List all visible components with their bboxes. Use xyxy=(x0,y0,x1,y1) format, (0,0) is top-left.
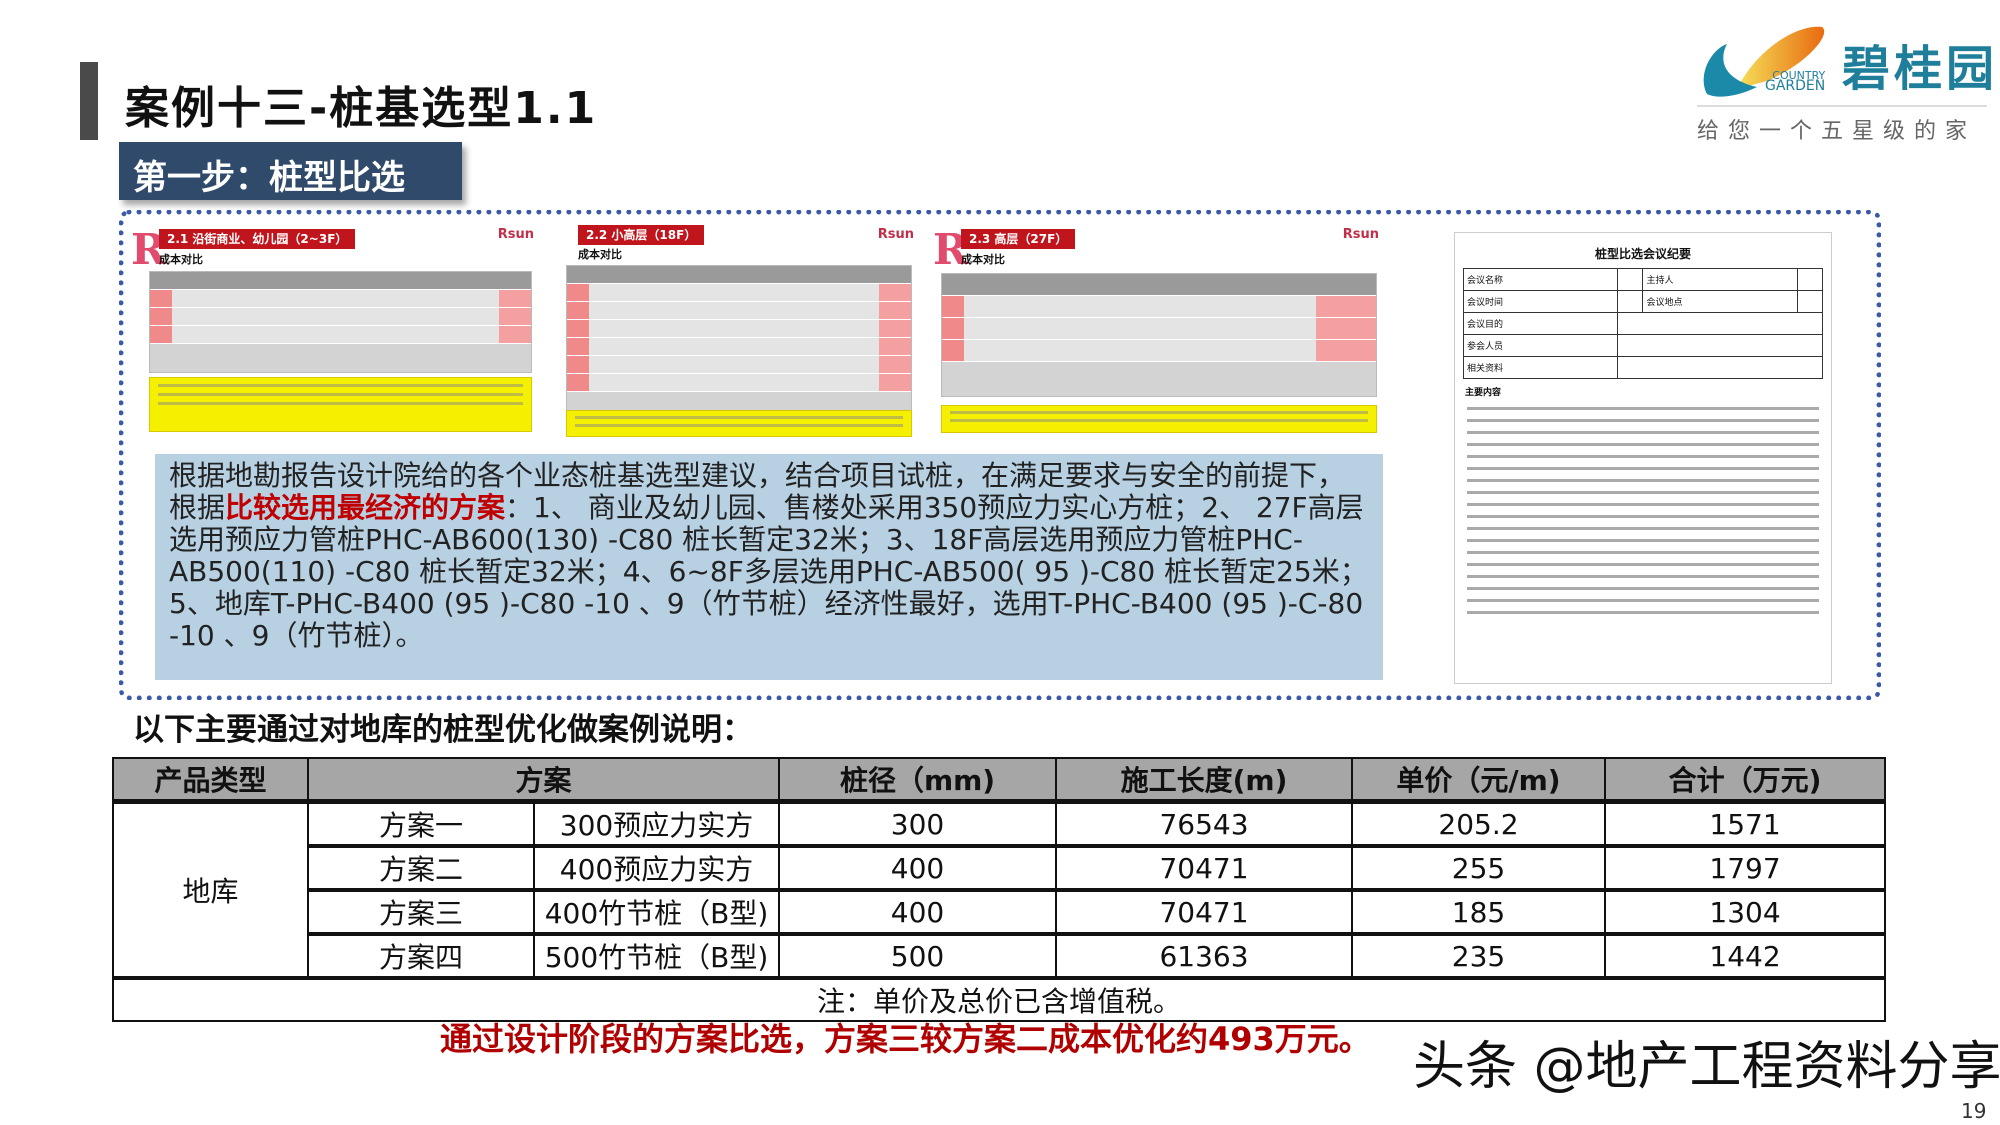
doc-field: 相关资料 xyxy=(1462,356,1619,379)
header-cell: 施工长度(m) xyxy=(1055,757,1354,804)
section-title: 以下主要通过对地库的桩型优化做案例说明： xyxy=(133,712,753,748)
length-cell: 61363 xyxy=(1055,933,1354,980)
thumb-subheading: 成本对比 xyxy=(159,253,203,266)
plan-cell: 方案二 xyxy=(307,845,535,892)
logo-en-line1: COUNTRY xyxy=(1772,69,1826,82)
dotted-frame xyxy=(119,210,1881,700)
thumb-table xyxy=(941,273,1377,397)
thumb-heading: 2.1 沿街商业、幼儿园（2~3F） xyxy=(159,229,356,249)
thumbnail-mid-rise: Rsun 2.2 小高层（18F） 成本对比 xyxy=(564,219,922,439)
header-cell: 产品类型 xyxy=(112,757,309,804)
header-cell: 方案 xyxy=(306,757,781,804)
page-number: 19 xyxy=(1961,1099,1987,1123)
doc-body-text xyxy=(1463,407,1823,614)
diameter-cell: 300 xyxy=(778,800,1058,848)
doc-field: 会议目的 xyxy=(1462,312,1619,335)
thumb-note xyxy=(566,410,912,437)
doc-field: 会议地点 xyxy=(1642,290,1798,313)
logo-chinese: 碧桂园 xyxy=(1842,41,1999,97)
total-cell: 1442 xyxy=(1604,933,1887,980)
table-row: 方案二 400预应力实方 400 70471 255 1797 xyxy=(113,845,1887,892)
logo-english: COUNTRY GARDEN xyxy=(1765,69,1826,94)
thumb-heading: 2.3 高层（27F） xyxy=(961,229,1076,249)
title-accent-bar xyxy=(80,62,98,140)
diameter-cell: 400 xyxy=(778,845,1058,892)
page-title: 案例十三-桩基选型1.1 xyxy=(125,83,598,134)
watermark: 头条 @地产工程资料分享 xyxy=(1413,1037,2000,1097)
step-label: 第一步：桩型比选 xyxy=(119,142,462,200)
conclusion-text: 通过设计阶段的方案比选，方案三较方案二成本优化约493万元。 xyxy=(440,1020,1371,1058)
summary-prefix: 根据地勘报告设计院给的各个业态桩基选型建议，结合项目试桩，在满足要求与安全的前提… xyxy=(169,459,1346,524)
pile-cell: 300预应力实方 xyxy=(532,800,781,848)
doc-field: 参会人员 xyxy=(1462,334,1619,357)
logo-en-line2: GARDEN xyxy=(1765,78,1826,94)
thumbnail-high-rise: R Rsun 2.3 高层（27F） 成本对比 xyxy=(931,219,1387,439)
company-logo: COUNTRY GARDEN 碧桂园 给您一个五星级的家 xyxy=(1697,19,1994,144)
thumb-heading: 2.2 小高层（18F） xyxy=(578,225,705,245)
unit-price-cell: 185 xyxy=(1351,889,1607,936)
doc-field: 主持人 xyxy=(1642,268,1798,291)
summary-text-box: 根据地勘报告设计院给的各个业态桩基选型建议，结合项目试桩，在满足要求与安全的前提… xyxy=(155,454,1383,680)
total-cell: 1304 xyxy=(1604,889,1887,936)
thumb-brand: Rsun xyxy=(497,227,534,242)
table-row: 地库 方案一 300预应力实方 300 76543 205.2 1571 xyxy=(112,800,1887,980)
doc-title: 桩型比选会议纪要 xyxy=(1594,247,1691,261)
summary-highlight: 比较选用最经济的方案 xyxy=(225,491,506,524)
length-cell: 70471 xyxy=(1055,845,1354,892)
thumb-table xyxy=(566,265,912,411)
thumb-note xyxy=(149,377,532,432)
header-cell: 桩径（mm) xyxy=(778,757,1058,804)
length-cell: 70471 xyxy=(1055,889,1354,936)
pile-cell: 400预应力实方 xyxy=(532,845,781,892)
plan-cell: 方案三 xyxy=(307,889,535,936)
doc-table: 会议名称 主持人 会议时间 会议地点 会议目的 参会人员 相关资料 xyxy=(1462,268,1824,379)
logo-slogan: 给您一个五星级的家 xyxy=(1697,119,1977,144)
table-note-row: 注：单价及总价已含增值税。 xyxy=(111,977,1887,1022)
doc-field: 会议时间 xyxy=(1462,290,1619,313)
pile-cell: 500竹节桩（B型) xyxy=(532,933,781,980)
phoenix-logo-icon xyxy=(1703,26,1825,97)
doc-field: 会议名称 xyxy=(1462,268,1619,291)
table-row: 方案三 400竹节桩（B型) 400 70471 185 1304 xyxy=(113,889,1887,936)
summary-body: ：1、 商业及幼儿园、售楼处采用350预应力实心方桩；2、 27F高层选用预应力… xyxy=(169,491,1368,652)
pile-comparison-table: 产品类型 方案 桩径（mm) 施工长度(m) 单价（元/m) 合计（万元) 地库… xyxy=(111,757,1887,1022)
thumb-brand: Rsun xyxy=(877,227,914,242)
unit-price-cell: 255 xyxy=(1351,845,1607,892)
logo-divider xyxy=(1697,105,1987,107)
thumb-brand: Rsun xyxy=(1342,227,1379,242)
thumb-subheading: 成本对比 xyxy=(961,253,1005,266)
table-row: 方案四 500竹节桩（B型) 500 61363 235 1442 xyxy=(113,933,1887,980)
thumb-subheading: 成本对比 xyxy=(578,248,622,261)
total-cell: 1797 xyxy=(1604,845,1887,892)
plan-cell: 方案一 xyxy=(307,800,535,848)
pile-cell: 400竹节桩（B型) xyxy=(532,889,781,936)
length-cell: 76543 xyxy=(1055,800,1354,848)
table-note: 注：单价及总价已含增值税。 xyxy=(111,977,1887,1022)
total-cell: 1571 xyxy=(1604,800,1887,848)
thumb-note xyxy=(941,405,1377,433)
plan-cell: 方案四 xyxy=(307,933,535,980)
meeting-minutes-document: 桩型比选会议纪要 会议名称 主持人 会议时间 会议地点 会议目的 参会人员 相关资料… xyxy=(1454,232,1832,684)
unit-price-cell: 235 xyxy=(1351,933,1607,980)
thumbnail-commercial: R Rsun 2.1 沿街商业、幼儿园（2~3F） 成本对比 xyxy=(129,219,542,439)
diameter-cell: 500 xyxy=(778,933,1058,980)
header-cell: 合计（万元) xyxy=(1604,757,1887,804)
unit-price-cell: 205.2 xyxy=(1351,800,1607,848)
diameter-cell: 400 xyxy=(778,889,1058,936)
table-header-row: 产品类型 方案 桩径（mm) 施工长度(m) 单价（元/m) 合计（万元) xyxy=(112,757,1887,804)
doc-main-content-label: 主要内容 xyxy=(1465,388,1502,398)
thumb-table xyxy=(149,271,532,373)
header-cell: 单价（元/m) xyxy=(1351,757,1607,804)
product-type-cell: 地库 xyxy=(112,800,309,980)
